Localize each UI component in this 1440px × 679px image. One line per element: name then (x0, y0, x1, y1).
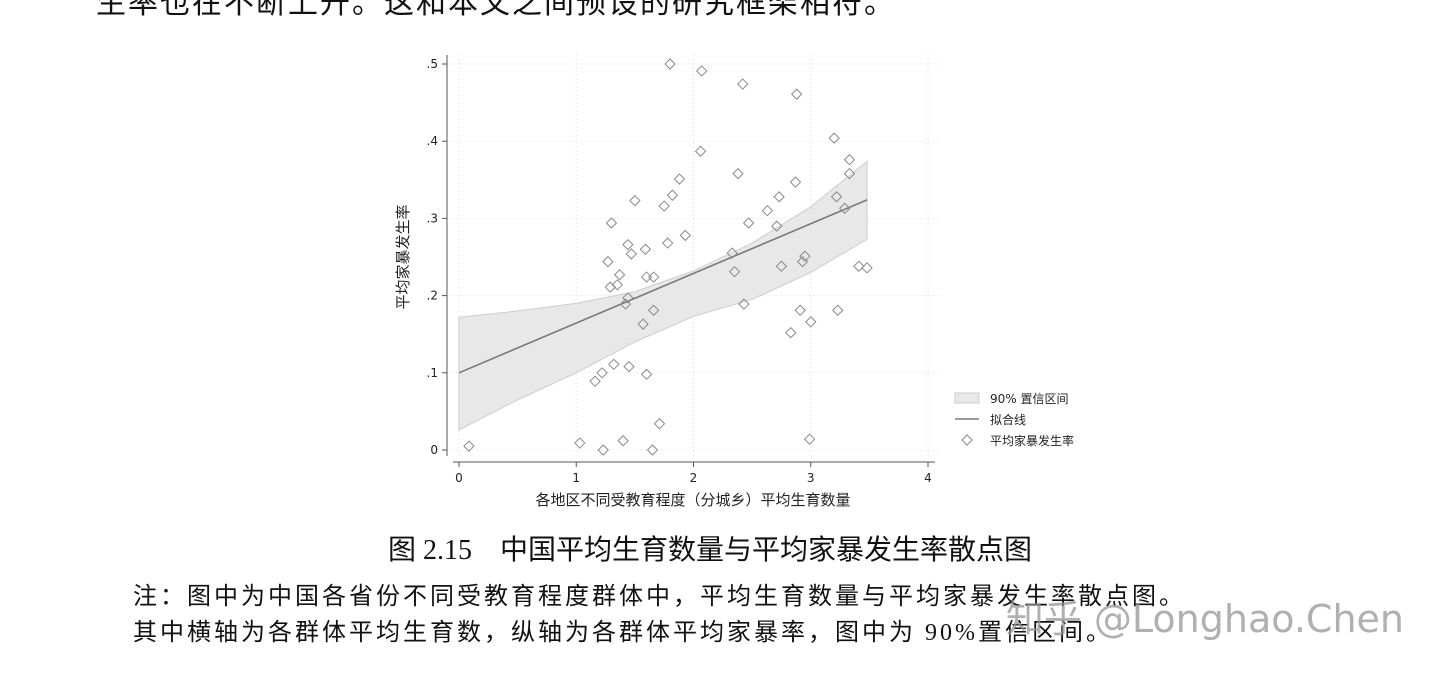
scatter-point (726, 247, 738, 259)
scatter-point (602, 255, 614, 268)
y-tick-label: .4 (427, 134, 438, 148)
caption: 图 2.15 中国平均生育数量与平均家暴发生率散点图 (387, 535, 1032, 566)
scatter-point (732, 167, 744, 180)
scatter-point (608, 358, 620, 371)
x-tick-label: 1 (572, 471, 580, 485)
scatter-point (617, 435, 629, 447)
legend-swatch (961, 434, 973, 446)
scatter-point (653, 418, 666, 430)
scatter-point (637, 318, 649, 330)
fit-line (458, 199, 868, 374)
scatter-point (666, 189, 679, 201)
scatter-point (629, 194, 641, 207)
scatter-point (794, 304, 806, 316)
scatter-point (623, 360, 635, 373)
legend-label: 拟合线 (990, 412, 1026, 427)
scatter-point (839, 202, 851, 215)
scatter-point (661, 237, 674, 249)
scatter-point (843, 154, 856, 166)
scatter-point (832, 304, 844, 316)
x-tick-label: 2 (690, 471, 698, 485)
scatter-point (803, 433, 816, 445)
scatter-point (673, 173, 686, 185)
scatter-point (613, 269, 626, 281)
scatter-point (775, 260, 788, 272)
scatter-point (622, 238, 634, 251)
y-tick-label: .3 (427, 211, 438, 225)
scatter-point (843, 167, 856, 180)
y-tick-label: .5 (427, 57, 438, 71)
chart: 各地区不同受教育程度（分城乡）平均生育数量 平均家暴发生率 0 .1 .2 .3 .4.… (394, 55, 1074, 509)
scatter-point (589, 375, 601, 387)
y-tick-label: .2 (427, 289, 438, 303)
scatter-point (773, 191, 785, 203)
scatter-point (622, 292, 634, 304)
scatter-point (647, 304, 660, 316)
scatter-point (647, 271, 660, 283)
scatter-point (597, 444, 609, 456)
confidence-band (458, 160, 868, 431)
scatter-point (646, 444, 659, 456)
top-text: 生率也在不断上升。这和本文之间预设的研究框架相符。 (96, 0, 896, 20)
scatter-point (790, 88, 803, 100)
scatter-point (694, 145, 707, 157)
scatter-point (771, 220, 783, 232)
scatter-point (640, 368, 653, 381)
legend-label: 平均家暴发生率 (990, 433, 1074, 448)
scatter-point (805, 316, 817, 328)
scatter-point (640, 271, 653, 283)
y-tick-label: .1 (427, 366, 438, 380)
scatter-point (738, 298, 750, 310)
scatter-point (761, 204, 774, 217)
scatter-point (611, 279, 623, 291)
scatter-point (830, 191, 843, 203)
scatter-point (789, 176, 802, 188)
scatter-point (861, 262, 873, 274)
legend-swatch (954, 392, 980, 404)
scatter-point (742, 217, 755, 229)
scatter-point (696, 65, 708, 77)
y-tick-label: 0 (430, 443, 438, 457)
scatter-point (679, 229, 691, 242)
scatter-point (658, 200, 670, 212)
scatter-point (828, 132, 840, 144)
scatter-point (664, 58, 676, 70)
x-axis-label: 各地区不同受教育程度（分城乡）平均生育数量 (535, 491, 850, 509)
scatter-point (625, 248, 638, 260)
scatter-point (853, 260, 865, 272)
legend-label: 90% 置信区间 (990, 392, 1069, 406)
scatter-point (463, 440, 475, 452)
note-line: 注：图中为中国各省份不同受教育程度群体中，平均生育数量与平均家暴发生率散点图。 (133, 584, 1186, 610)
scatter-point (785, 326, 797, 339)
y-axis-label: 平均家暴发生率 (394, 204, 412, 309)
scatter-point (799, 250, 811, 262)
x-tick-label: 3 (807, 471, 815, 485)
scatter-point (737, 78, 749, 90)
scatter-point (605, 217, 618, 229)
x-tick-label: 4 (924, 471, 932, 485)
scatter-point (639, 243, 652, 255)
watermark: 知乎 @Longhao.Chen (1005, 597, 1404, 641)
x-tick-label: 0 (455, 471, 463, 485)
scatter-point (574, 437, 586, 449)
note-line: 其中横轴为各群体平均生育数，纵轴为各群体平均家暴率，图中为 90%置信区间。 (133, 620, 1113, 646)
scatter-point (596, 367, 608, 379)
scatter-point (728, 265, 741, 278)
